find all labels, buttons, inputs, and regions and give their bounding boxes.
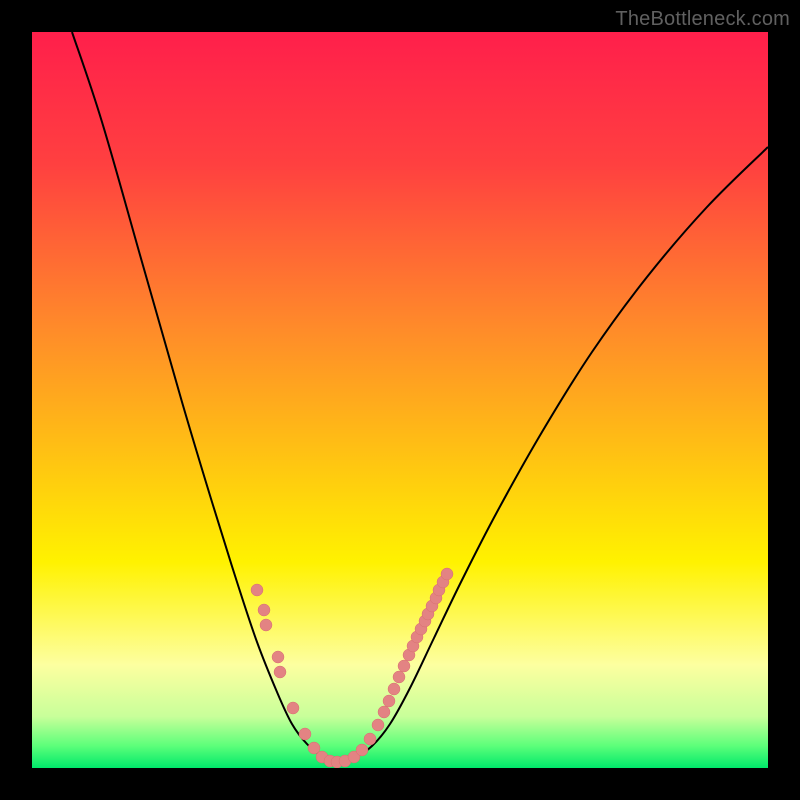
scatter-point bbox=[383, 695, 395, 707]
scatter-point bbox=[299, 728, 311, 740]
scatter-point bbox=[287, 702, 299, 714]
scatter-point bbox=[251, 584, 263, 596]
scatter-point bbox=[258, 604, 270, 616]
scatter-point bbox=[441, 568, 453, 580]
scatter-point bbox=[388, 683, 400, 695]
scatter-point bbox=[393, 671, 405, 683]
watermark-text: TheBottleneck.com bbox=[615, 8, 790, 31]
scatter-point bbox=[274, 666, 286, 678]
scatter-point bbox=[356, 744, 368, 756]
scatter-point bbox=[272, 651, 284, 663]
chart-plot-area bbox=[32, 32, 768, 768]
scatter-point bbox=[372, 719, 384, 731]
scatter-point bbox=[378, 706, 390, 718]
scatter-point bbox=[398, 660, 410, 672]
scatter-markers bbox=[251, 568, 453, 768]
scatter-point bbox=[364, 733, 376, 745]
scatter-point bbox=[260, 619, 272, 631]
chart-curves-layer bbox=[32, 32, 768, 768]
curve-left-branch bbox=[72, 32, 337, 762]
